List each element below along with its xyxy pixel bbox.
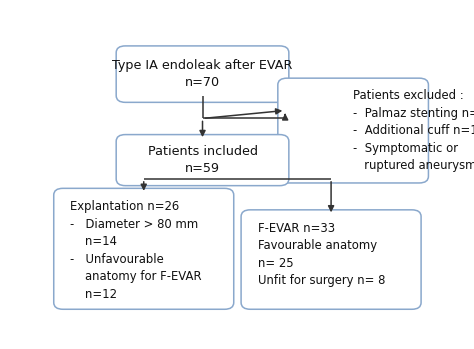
Text: Patients included
n=59: Patients included n=59: [147, 145, 257, 175]
Text: F-EVAR n=33
Favourable anatomy
n= 25
Unfit for surgery n= 8: F-EVAR n=33 Favourable anatomy n= 25 Unf…: [258, 222, 385, 288]
Text: Patients excluded :
-  Palmaz stenting n=5
-  Additional cuff n=1
-  Symptomatic: Patients excluded : - Palmaz stenting n=…: [353, 89, 474, 172]
FancyBboxPatch shape: [278, 78, 428, 183]
Text: Type IA endoleak after EVAR
n=70: Type IA endoleak after EVAR n=70: [112, 59, 293, 89]
Text: Explantation n=26
-   Diameter > 80 mm
    n=14
-   Unfavourable
    anatomy for: Explantation n=26 - Diameter > 80 mm n=1…: [70, 200, 202, 301]
FancyBboxPatch shape: [54, 188, 234, 309]
FancyBboxPatch shape: [241, 210, 421, 309]
FancyBboxPatch shape: [116, 46, 289, 102]
FancyBboxPatch shape: [116, 135, 289, 186]
